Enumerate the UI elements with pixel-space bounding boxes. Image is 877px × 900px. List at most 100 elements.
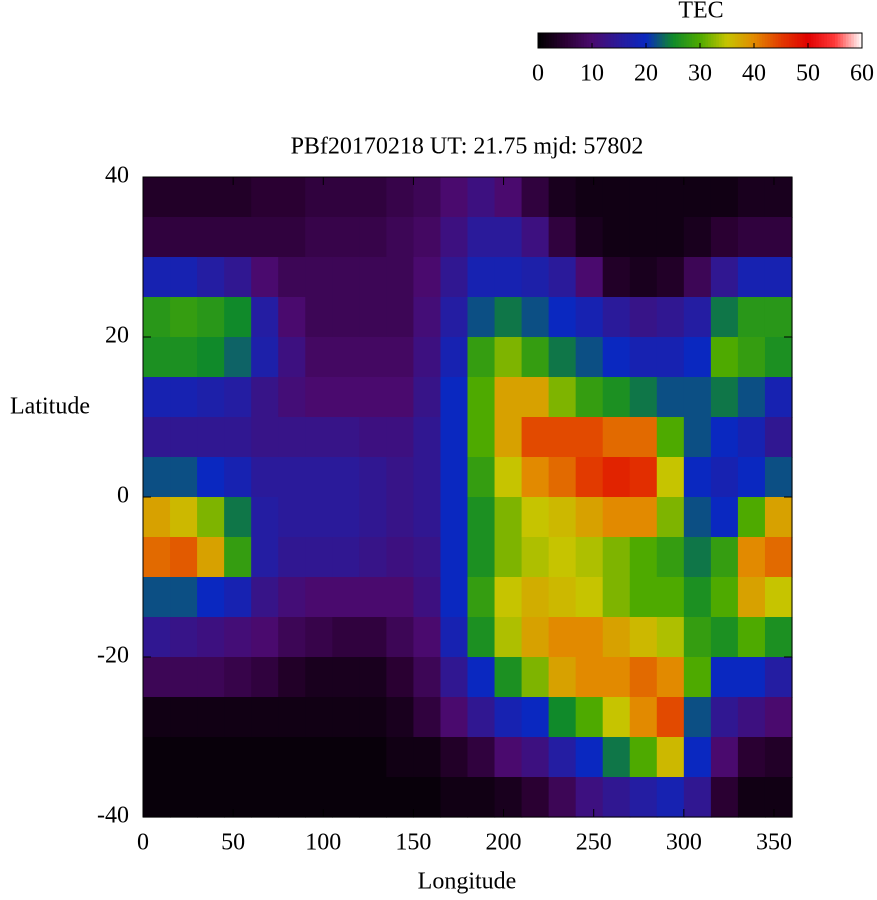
heatmap-cell: [359, 337, 387, 378]
colorbar-swatch: [565, 33, 569, 48]
heatmap-cell: [656, 217, 685, 258]
heatmap-cell: [170, 257, 198, 298]
heatmap-cell: [305, 497, 333, 538]
colorbar-swatch: [713, 33, 717, 48]
heatmap-cell: [602, 537, 631, 578]
colorbar-swatch: [802, 33, 806, 48]
colorbar-swatch: [772, 33, 777, 48]
heatmap-cell: [494, 697, 523, 738]
heatmap-cell: [575, 257, 604, 298]
heatmap-cell: [494, 457, 523, 498]
heatmap-cell: [386, 497, 415, 538]
colorbar-swatch: [562, 33, 566, 48]
colorbar-swatch: [797, 33, 801, 48]
heatmap-cell: [278, 497, 306, 538]
heatmap-cell: [251, 697, 279, 738]
heatmap-cell: [305, 257, 333, 298]
heatmap-cell: [548, 497, 577, 538]
heatmap-cell: [143, 457, 171, 498]
heatmap-cell: [683, 617, 712, 658]
colorbar-swatch: [629, 33, 633, 48]
heatmap-cell: [521, 457, 550, 498]
heatmap-cell: [764, 497, 793, 538]
colorbar-swatch: [810, 33, 814, 48]
heatmap-cell: [737, 337, 766, 378]
colorbar-swatch: [586, 33, 590, 48]
heatmap-cell: [224, 777, 252, 818]
heatmap-cell: [467, 497, 496, 538]
heatmap-cell: [629, 777, 658, 818]
heatmap-cell: [440, 177, 469, 218]
heatmap-cell: [305, 617, 333, 658]
heatmap-cell: [332, 417, 360, 458]
heatmap-cell: [494, 577, 523, 618]
colorbar-swatch: [702, 33, 706, 48]
heatmap-cell: [305, 377, 333, 418]
heatmap-cell: [602, 337, 631, 378]
colorbar-swatch: [843, 33, 847, 48]
heatmap-cell: [170, 217, 198, 258]
heatmap-cell: [224, 417, 252, 458]
heatmap-cell: [359, 377, 387, 418]
heatmap-cell: [278, 177, 306, 218]
colorbar-swatch: [664, 33, 669, 48]
colorbar-swatch: [781, 33, 785, 48]
heatmap-cell: [170, 177, 198, 218]
heatmap-cell: [737, 497, 766, 538]
colorbar-swatch: [605, 33, 609, 48]
heatmap-cell: [575, 617, 604, 658]
heatmap-cell: [467, 737, 496, 778]
heatmap-cell: [737, 697, 766, 738]
heatmap-cell: [548, 577, 577, 618]
colorbar-swatch: [740, 33, 744, 48]
colorbar-swatch: [686, 33, 690, 48]
heatmap-cell: [386, 617, 415, 658]
heatmap-cell: [548, 777, 577, 818]
heatmap-cell: [170, 337, 198, 378]
heatmap-cell: [683, 777, 712, 818]
heatmap-cell: [413, 617, 442, 658]
heatmap-cell: [251, 617, 279, 658]
heatmap-cell: [602, 697, 631, 738]
heatmap-cell: [251, 657, 279, 698]
colorbar-tick-label: 50: [796, 61, 820, 87]
heatmap-cell: [737, 577, 766, 618]
colorbar-swatch: [683, 33, 687, 48]
colorbar-swatch: [705, 33, 709, 48]
heatmap-cell: [170, 377, 198, 418]
heatmap-cell: [359, 777, 387, 818]
heatmap-cell: [143, 537, 171, 578]
heatmap-cell: [656, 537, 685, 578]
heatmap-cell: [332, 777, 360, 818]
colorbar-swatch: [851, 33, 855, 48]
colorbar-swatch: [794, 33, 798, 48]
heatmap-cell: [629, 417, 658, 458]
colorbar-swatch: [832, 33, 836, 48]
heatmap-cell: [656, 577, 685, 618]
heatmap-cell: [548, 537, 577, 578]
colorbar-swatch: [826, 33, 831, 48]
heatmap-cell: [737, 457, 766, 498]
heatmap-cell: [683, 257, 712, 298]
heatmap-cell: [548, 217, 577, 258]
heatmap-cell: [521, 177, 550, 218]
heatmap-cell: [521, 497, 550, 538]
heatmap-cell: [710, 457, 739, 498]
heatmap-cell: [359, 737, 387, 778]
heatmap-cell: [683, 537, 712, 578]
x-tick-label: 50: [221, 830, 245, 856]
colorbar-swatch: [543, 33, 547, 48]
heatmap-cell: [629, 217, 658, 258]
heatmap-cell: [224, 497, 252, 538]
colorbar-swatch: [640, 33, 644, 48]
heatmap-cell: [440, 697, 469, 738]
heatmap-cell: [494, 737, 523, 778]
heatmap-cell: [143, 297, 171, 338]
heatmap-cell: [521, 337, 550, 378]
heatmap-cell: [629, 297, 658, 338]
colorbar-swatch: [610, 33, 615, 48]
heatmap-cell: [575, 417, 604, 458]
heatmap-cell: [251, 497, 279, 538]
colorbar-swatch: [783, 33, 787, 48]
heatmap-cell: [413, 497, 442, 538]
